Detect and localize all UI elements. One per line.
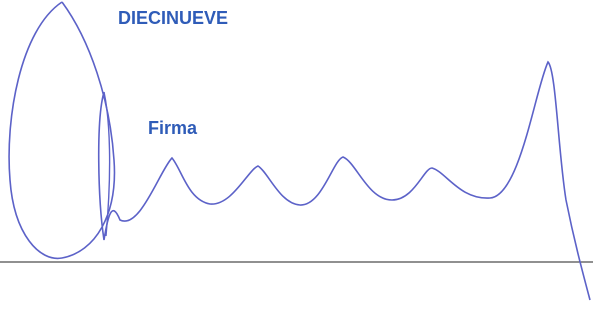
number-word: DIECINUEVE [118,8,228,29]
signature-label: Firma [148,118,197,139]
signature-drawing [0,0,593,317]
signature-stroke [99,62,590,300]
signature-stroke [104,92,110,236]
document-page: DIECINUEVE Firma [0,0,593,317]
